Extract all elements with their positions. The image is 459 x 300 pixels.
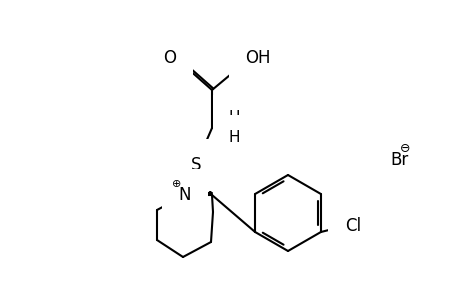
Text: Cl: Cl [344, 217, 360, 235]
Text: H: H [228, 130, 239, 146]
Text: ⊖: ⊖ [399, 142, 409, 154]
Text: O: O [163, 49, 176, 67]
Text: N: N [179, 186, 191, 204]
Text: H: H [228, 110, 239, 125]
Text: OH: OH [245, 49, 270, 67]
Text: Br: Br [389, 151, 408, 169]
Text: ⊕: ⊕ [172, 179, 181, 189]
Text: S: S [190, 156, 201, 174]
